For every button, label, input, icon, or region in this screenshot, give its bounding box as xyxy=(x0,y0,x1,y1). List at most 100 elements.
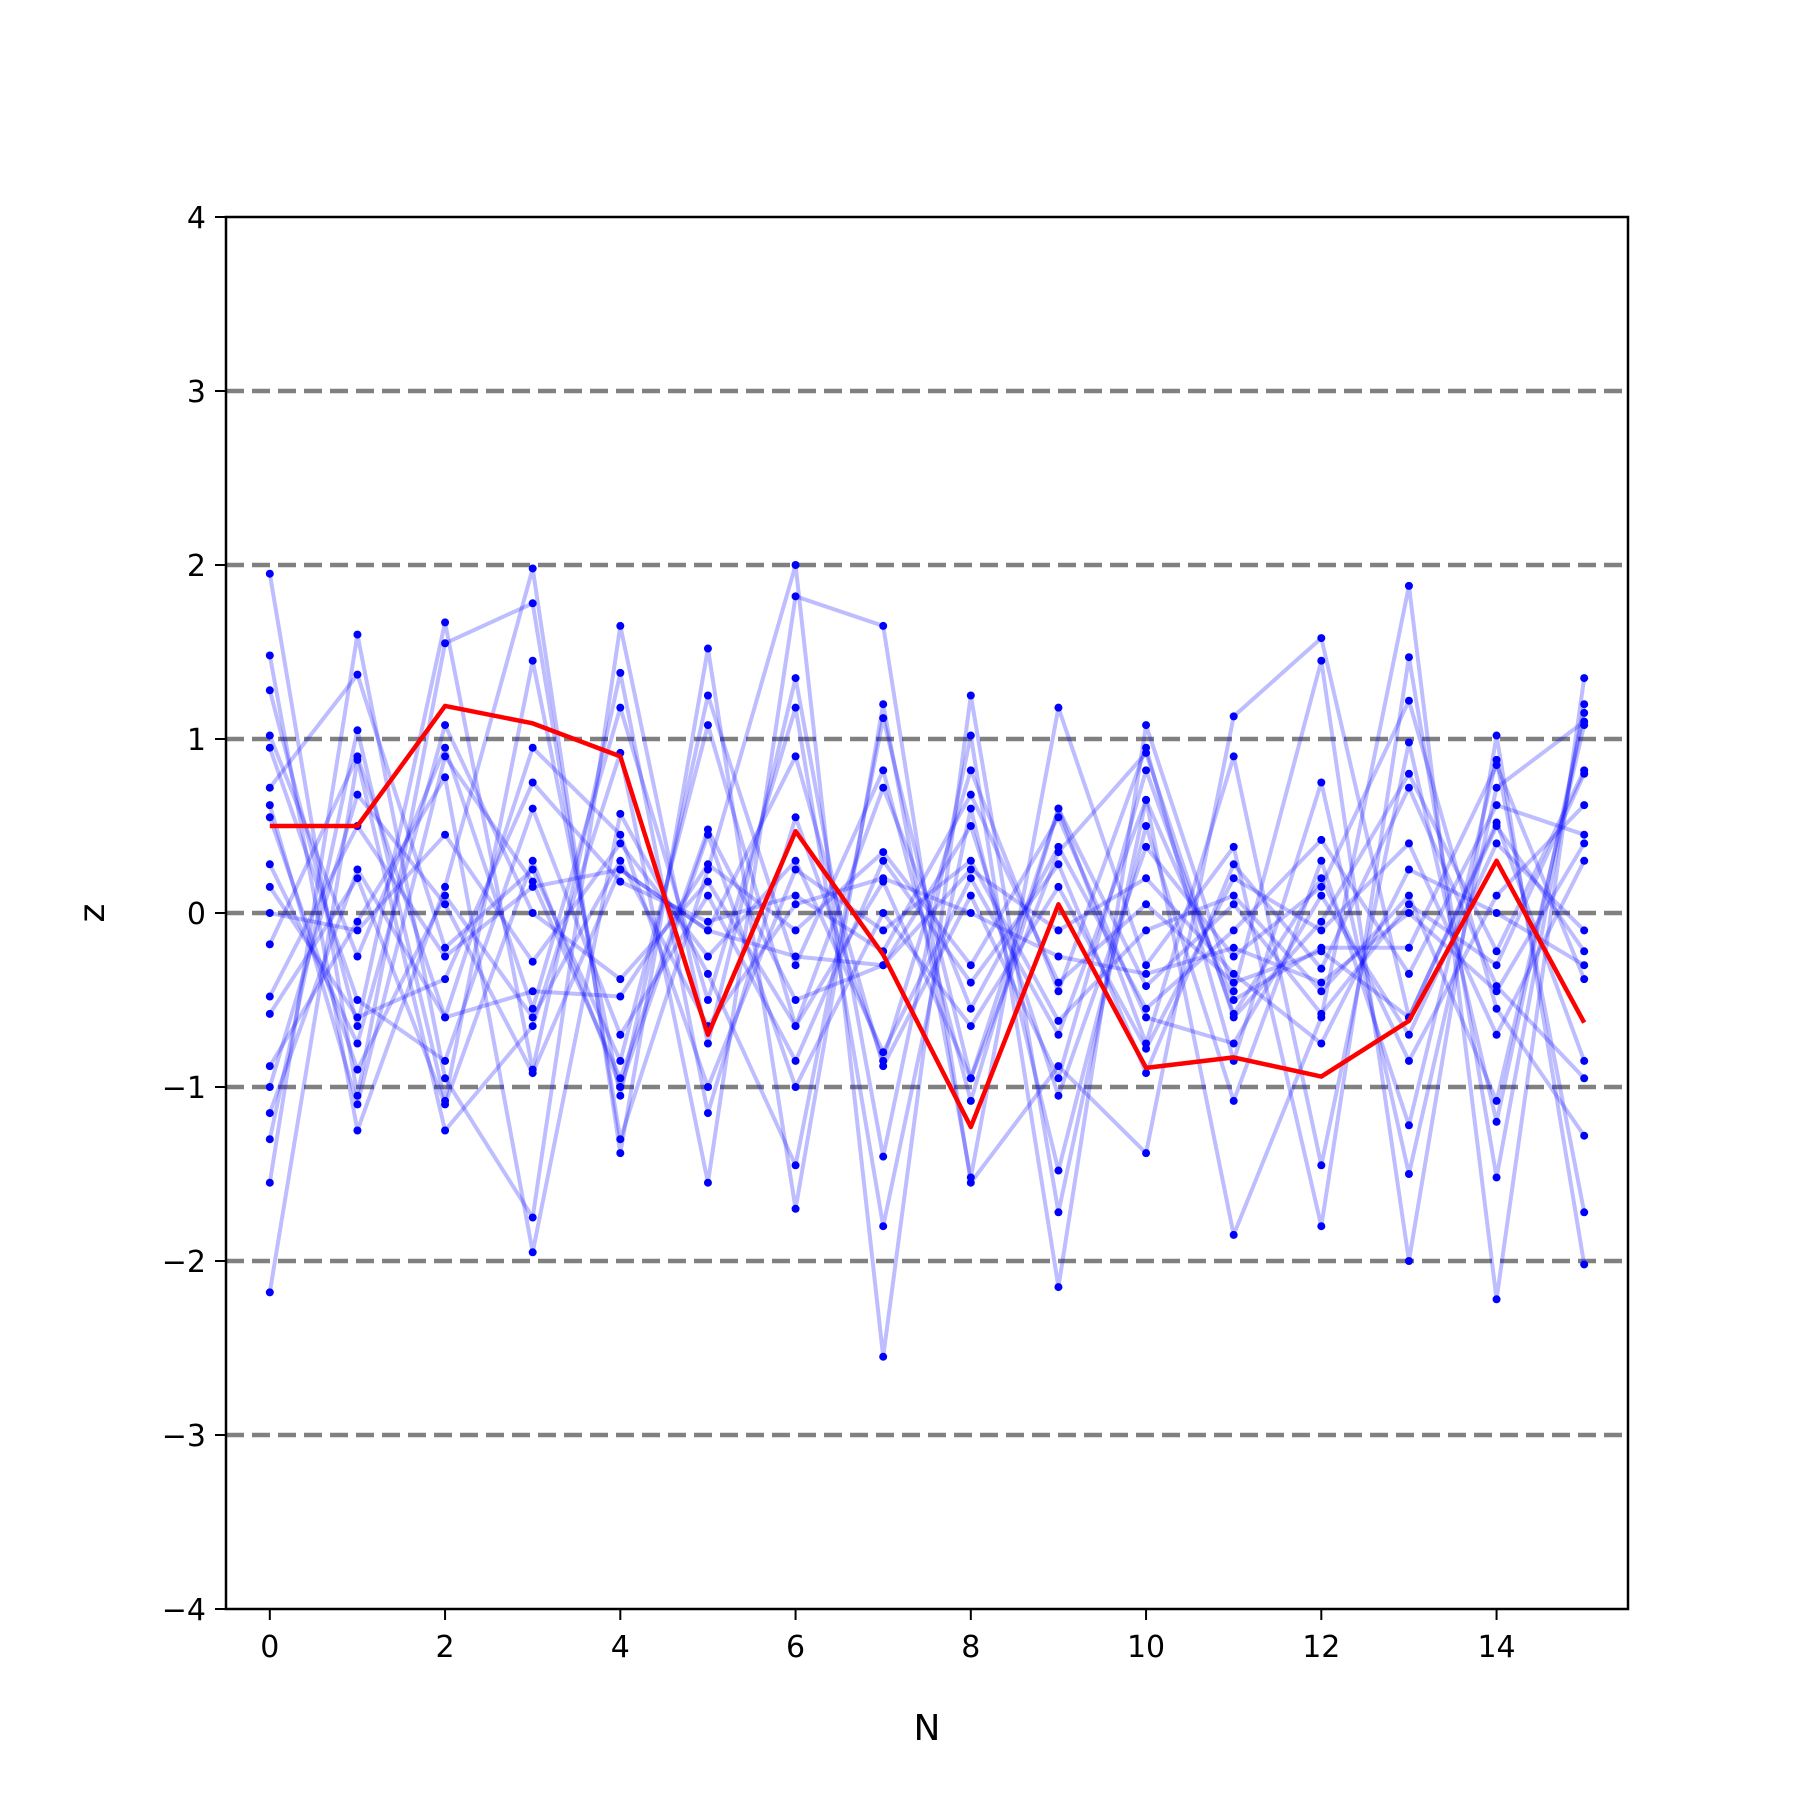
data-point xyxy=(791,752,800,761)
data-point xyxy=(616,809,625,818)
data-point xyxy=(1142,721,1151,730)
series-19 xyxy=(265,813,1589,1074)
data-point xyxy=(791,900,800,909)
data-point xyxy=(1404,696,1413,705)
data-point xyxy=(966,1096,975,1105)
data-point xyxy=(1580,830,1589,839)
data-point xyxy=(703,1083,712,1091)
data-point xyxy=(353,1039,362,1048)
data-point xyxy=(1229,952,1238,961)
series-line xyxy=(267,754,1586,1046)
data-point xyxy=(1580,721,1589,730)
data-point xyxy=(1142,982,1151,991)
highlight-line xyxy=(269,703,1587,1130)
data-point xyxy=(1229,752,1238,761)
data-point xyxy=(1404,1056,1413,1065)
data-point xyxy=(1142,842,1151,851)
data-point xyxy=(1317,634,1326,643)
data-point xyxy=(1229,943,1238,952)
data-point xyxy=(966,1074,975,1083)
data-point xyxy=(1492,801,1501,810)
data-point xyxy=(353,917,362,926)
data-point xyxy=(1580,708,1589,717)
highlight-series xyxy=(269,703,1587,1130)
y-tick-label: 2 xyxy=(187,549,206,584)
data-point xyxy=(1580,1056,1589,1065)
data-point xyxy=(879,1152,888,1161)
data-point xyxy=(1580,769,1589,778)
data-point xyxy=(703,1039,712,1048)
data-point xyxy=(1404,909,1413,917)
x-axis-label: N xyxy=(914,1708,941,1749)
data-point xyxy=(1492,761,1501,770)
data-point xyxy=(1317,926,1326,935)
data-point xyxy=(1229,1096,1238,1105)
data-point xyxy=(879,1062,888,1071)
data-point xyxy=(353,1126,362,1135)
y-tick-label: 3 xyxy=(187,375,206,410)
data-point xyxy=(1229,996,1238,1004)
data-point xyxy=(441,1100,450,1109)
data-point xyxy=(1580,674,1589,683)
data-point xyxy=(441,1074,450,1083)
data-point xyxy=(1404,738,1413,747)
data-point xyxy=(1054,1208,1063,1217)
data-point xyxy=(1492,987,1501,996)
data-point xyxy=(616,856,625,865)
data-point xyxy=(1580,926,1589,935)
data-point xyxy=(441,773,450,782)
data-point xyxy=(703,830,712,839)
data-point xyxy=(1317,856,1326,865)
data-point xyxy=(616,1074,625,1083)
data-point xyxy=(616,1135,625,1144)
data-point xyxy=(1492,1117,1501,1126)
data-point xyxy=(791,961,800,970)
data-point xyxy=(966,691,975,700)
data-point xyxy=(441,1013,450,1022)
data-point xyxy=(528,1069,537,1078)
data-point xyxy=(1580,801,1589,810)
x-tick-label: 0 xyxy=(260,1630,279,1665)
data-point xyxy=(1229,1230,1238,1239)
data-point xyxy=(703,691,712,700)
data-point xyxy=(353,996,362,1004)
data-point xyxy=(528,656,537,665)
data-point xyxy=(791,813,800,822)
series-13 xyxy=(265,752,1589,1091)
data-point xyxy=(791,674,800,683)
data-point xyxy=(703,644,712,653)
data-point xyxy=(265,1062,274,1071)
series-line xyxy=(268,672,1585,1063)
data-point xyxy=(1054,987,1063,996)
data-point xyxy=(1317,917,1326,926)
data-point xyxy=(879,909,888,917)
data-point xyxy=(528,987,537,996)
data-point xyxy=(616,839,625,848)
y-axis: −4 −3 −2 −1 0 1 2 3 4 xyxy=(162,201,226,1628)
data-point xyxy=(353,874,362,883)
y-axis-label: z xyxy=(72,904,113,923)
data-point xyxy=(441,721,450,730)
data-point xyxy=(1317,835,1326,844)
data-point xyxy=(1404,865,1413,874)
series-18 xyxy=(265,752,1589,1048)
data-point xyxy=(528,1248,537,1257)
data-point xyxy=(441,900,450,909)
series-line xyxy=(267,698,1586,1137)
data-point xyxy=(1054,1091,1063,1100)
data-point xyxy=(1580,700,1589,709)
series-15 xyxy=(265,778,1589,1022)
data-point xyxy=(1142,900,1151,909)
data-point xyxy=(1317,1009,1326,1018)
data-point xyxy=(441,752,450,761)
data-point xyxy=(1492,1295,1501,1304)
data-point xyxy=(265,992,274,1001)
x-axis: 0 2 4 6 8 10 12 14 xyxy=(260,1609,1516,1665)
series-11 xyxy=(265,721,1589,1118)
data-point xyxy=(616,830,625,839)
data-point xyxy=(1142,1004,1151,1013)
data-point xyxy=(791,865,800,874)
data-point xyxy=(616,1083,625,1091)
data-point xyxy=(1054,882,1063,891)
data-point xyxy=(1229,900,1238,909)
